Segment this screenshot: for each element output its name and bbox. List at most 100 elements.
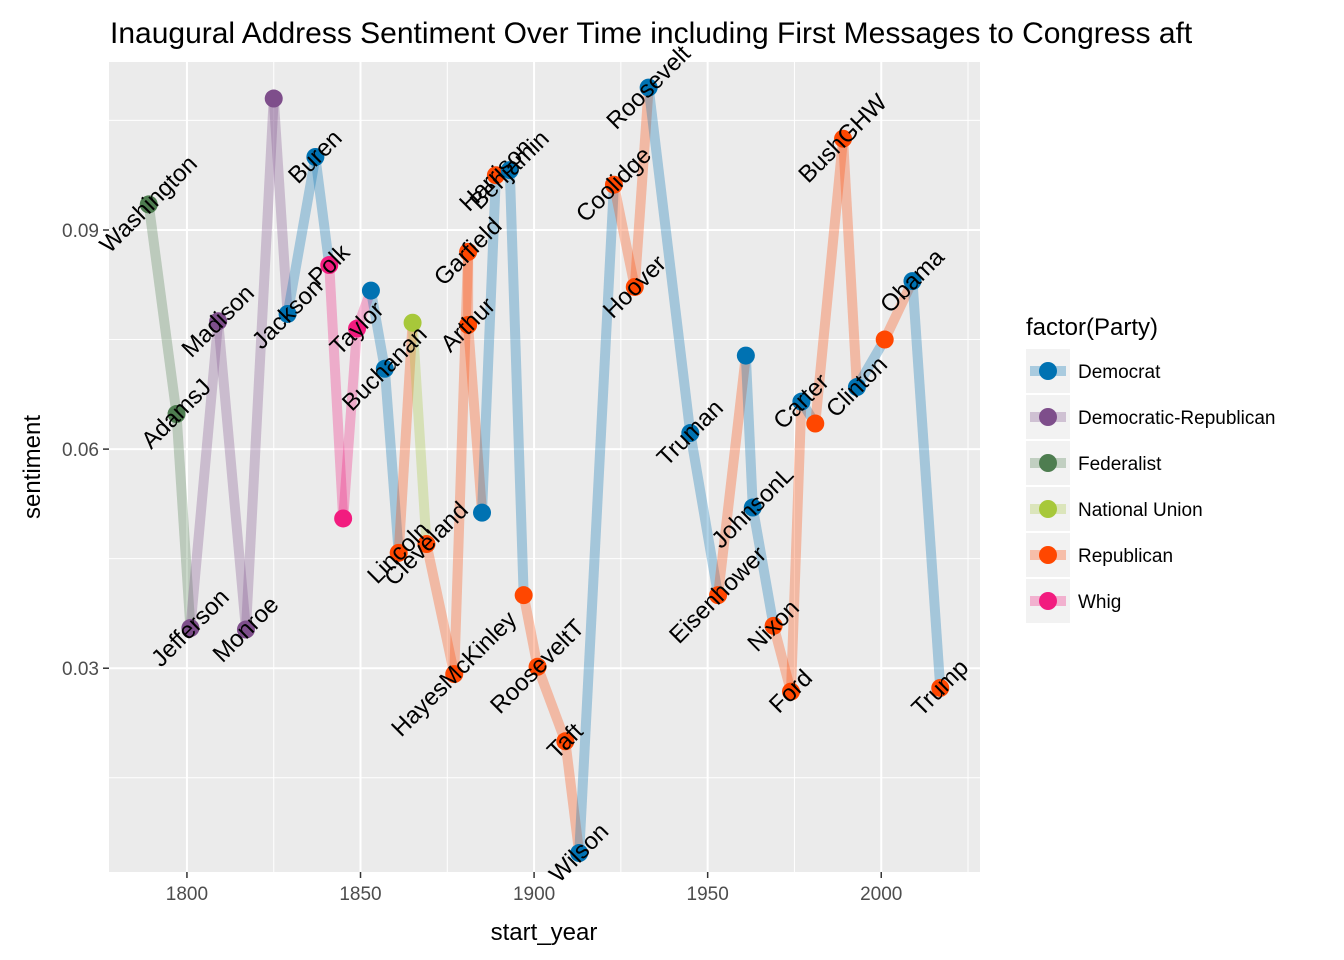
data-point [806, 414, 825, 433]
series-segment [477, 175, 501, 513]
data-point [764, 616, 783, 635]
data-point [792, 392, 811, 411]
series-segment [463, 324, 487, 514]
series-segment [282, 156, 321, 315]
series-segment [713, 355, 751, 596]
series-segment [838, 138, 862, 388]
series-segment [532, 665, 571, 744]
series-segment [685, 432, 724, 597]
data-point [417, 535, 436, 554]
x-axis: 1800 1850 1900 1950 2000 [166, 872, 902, 905]
series-segment [421, 543, 460, 676]
series-segment [740, 355, 758, 508]
series-segment [574, 184, 619, 854]
legend-label: National Union [1078, 500, 1203, 521]
y-tick-label: 0.03 [62, 659, 99, 680]
data-point [639, 78, 658, 97]
legend-key-point [1039, 546, 1057, 564]
series-segment [907, 280, 946, 689]
series-segment [852, 337, 890, 390]
series-segment [393, 322, 418, 554]
legend-key-point [1039, 592, 1057, 610]
legend-key-point [1039, 500, 1057, 518]
data-points [139, 78, 950, 863]
data-point [486, 166, 505, 185]
data-point [556, 732, 575, 751]
data-point [625, 277, 644, 296]
series-lines [143, 86, 946, 854]
x-tick-label: 2000 [860, 884, 902, 905]
legend-key-point [1039, 408, 1057, 426]
data-point [528, 657, 547, 676]
legend-key-point [1039, 454, 1057, 472]
series-segment [143, 203, 182, 415]
legend-title: factor(Party) [1026, 314, 1158, 341]
chart-title: Inaugural Address Sentiment Over Time in… [110, 17, 1193, 50]
series-segment [768, 624, 796, 693]
series-segment [560, 740, 585, 854]
x-tick-label: 1850 [339, 884, 381, 905]
y-axis: 0.03 0.06 0.09 [62, 221, 109, 680]
data-point [931, 678, 950, 697]
y-axis-title: sentiment [19, 415, 46, 519]
series-segment [213, 320, 251, 630]
data-point [403, 313, 422, 332]
series-segment [268, 98, 293, 315]
grid-lines [109, 62, 980, 872]
data-point [736, 346, 755, 365]
series-segment [366, 289, 390, 370]
series-segment [407, 322, 432, 545]
legend: factor(Party) Democrat Democratic-Republi… [1026, 314, 1275, 623]
data-point [278, 304, 297, 323]
legend-label: Federalist [1078, 454, 1162, 475]
data-point [834, 129, 853, 148]
data-point [375, 359, 394, 378]
legend-label: Republican [1078, 546, 1173, 567]
legend-key-point [1039, 362, 1057, 380]
data-point [181, 619, 200, 638]
data-point [473, 503, 492, 522]
series-segment [338, 328, 363, 519]
data-point [743, 498, 762, 517]
data-point [500, 161, 519, 180]
series-segment [171, 413, 196, 629]
data-point [604, 175, 623, 194]
x-axis-title: start_year [491, 919, 598, 946]
series-segment [379, 368, 404, 554]
legend-label: Whig [1078, 592, 1121, 613]
data-point [875, 330, 894, 349]
data-point [320, 256, 339, 275]
series-segment [310, 156, 335, 266]
data-point [445, 665, 464, 684]
data-point [681, 424, 700, 443]
series-segment [185, 320, 224, 629]
data-point [389, 543, 408, 562]
series-segment [880, 278, 917, 342]
y-tick-label: 0.06 [62, 440, 99, 461]
series-segment [785, 401, 807, 692]
data-point [459, 315, 478, 334]
series-segment [518, 594, 543, 668]
series-segment [609, 183, 640, 288]
data-point [264, 89, 283, 108]
series-segment [324, 264, 349, 519]
x-tick-label: 1800 [166, 884, 208, 905]
data-point [139, 195, 158, 214]
x-tick-label: 1950 [687, 884, 729, 905]
legend-label: Democrat [1078, 362, 1161, 383]
data-point [361, 281, 380, 300]
data-point [334, 509, 353, 528]
data-point [348, 319, 367, 338]
series-segment [810, 138, 849, 425]
data-point [570, 844, 589, 863]
data-point [903, 272, 922, 291]
data-point [709, 586, 728, 605]
legend-label: Democratic-Republican [1078, 408, 1275, 429]
series-segment [504, 169, 529, 596]
x-tick-label: 1900 [513, 884, 555, 905]
series-segment [747, 506, 779, 627]
data-point [236, 620, 255, 639]
data-point [514, 586, 533, 605]
series-segment [643, 86, 696, 434]
